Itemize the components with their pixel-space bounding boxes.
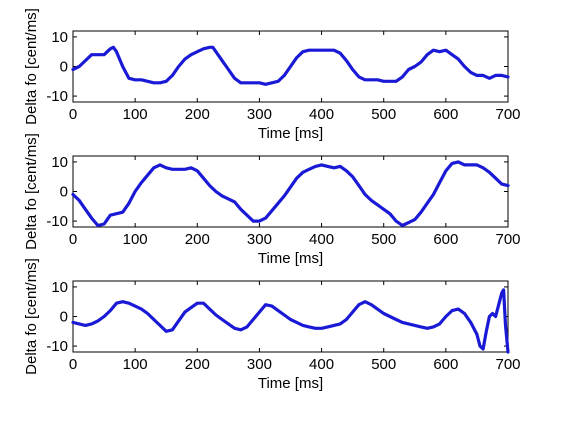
y-tick-label: 0: [60, 184, 68, 201]
x-axis-label: Time [ms]: [258, 125, 323, 142]
x-tick-label: 700: [495, 231, 520, 248]
y-tick-label: -10: [46, 338, 68, 355]
x-tick-label: 700: [495, 106, 520, 123]
x-tick-label: 0: [69, 356, 77, 373]
y-tick-label: 0: [60, 309, 68, 326]
series-line-1: [71, 45, 510, 86]
x-tick-label: 500: [371, 356, 396, 373]
x-tick-label: 0: [69, 106, 77, 123]
series-line-1: [71, 160, 510, 228]
x-tick-label: 600: [433, 231, 458, 248]
x-tick-label: 100: [123, 356, 148, 373]
x-tick-label: 700: [495, 356, 520, 373]
x-tick-label: 300: [247, 106, 272, 123]
x-tick-label: 200: [185, 231, 210, 248]
x-tick-label: 100: [123, 106, 148, 123]
x-axis-label: Time [ms]: [258, 375, 323, 392]
y-axis-label: Delta fo [cent/ms]: [23, 258, 40, 375]
x-axis-label: Time [ms]: [258, 250, 323, 267]
x-tick-label: 100: [123, 231, 148, 248]
x-tick-label: 500: [371, 231, 396, 248]
y-axis-label: Delta fo [cent/ms]: [23, 133, 40, 250]
y-tick-label: 10: [51, 29, 68, 46]
y-tick-label: 10: [51, 154, 68, 171]
x-tick-label: 400: [309, 106, 334, 123]
plot-frame: [72, 280, 509, 353]
x-tick-label: 600: [433, 356, 458, 373]
y-tick-label: -10: [46, 213, 68, 230]
x-tick-label: 200: [185, 356, 210, 373]
series-line-1: [71, 288, 510, 354]
y-tick-label: 10: [51, 279, 68, 296]
y-tick-label: 0: [60, 59, 68, 76]
x-tick-label: 400: [309, 356, 334, 373]
x-tick-label: 600: [433, 106, 458, 123]
y-tick-label: -10: [46, 88, 68, 105]
x-tick-label: 300: [247, 356, 272, 373]
y-axis-label: Delta fo [cent/ms]: [23, 8, 40, 125]
plot-frame: [72, 155, 509, 228]
x-tick-label: 0: [69, 231, 77, 248]
x-tick-label: 200: [185, 106, 210, 123]
x-tick-label: 500: [371, 106, 396, 123]
x-tick-label: 400: [309, 231, 334, 248]
x-tick-label: 300: [247, 231, 272, 248]
